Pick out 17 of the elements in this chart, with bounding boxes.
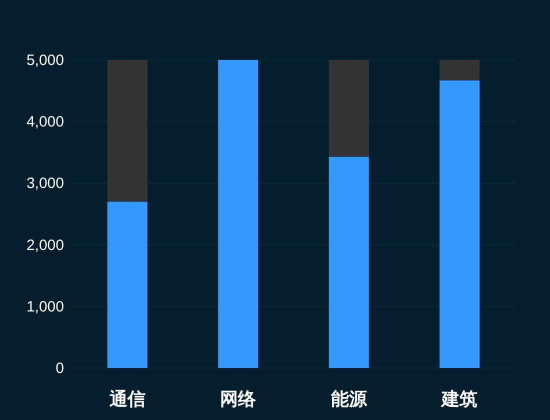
x-tick-label: 通信 [108, 389, 146, 409]
y-tick-label: 1,000 [26, 298, 64, 316]
y-tick-label: 5,000 [26, 52, 64, 69]
bar [218, 60, 258, 368]
bar [107, 60, 148, 202]
bar [328, 60, 369, 157]
x-tick-label: 网络 [220, 389, 258, 409]
y-tick-label: 0 [56, 360, 64, 377]
bar [328, 156, 369, 368]
bar [440, 60, 480, 80]
y-tick-label: 3,000 [26, 175, 64, 192]
y-tick-label: 4,000 [26, 114, 64, 131]
y-tick-label: 2,000 [26, 236, 64, 254]
x-tick-label: 建筑 [440, 389, 478, 409]
x-tick-label: 能源 [330, 389, 368, 409]
bar [440, 80, 480, 368]
bar [107, 202, 148, 368]
